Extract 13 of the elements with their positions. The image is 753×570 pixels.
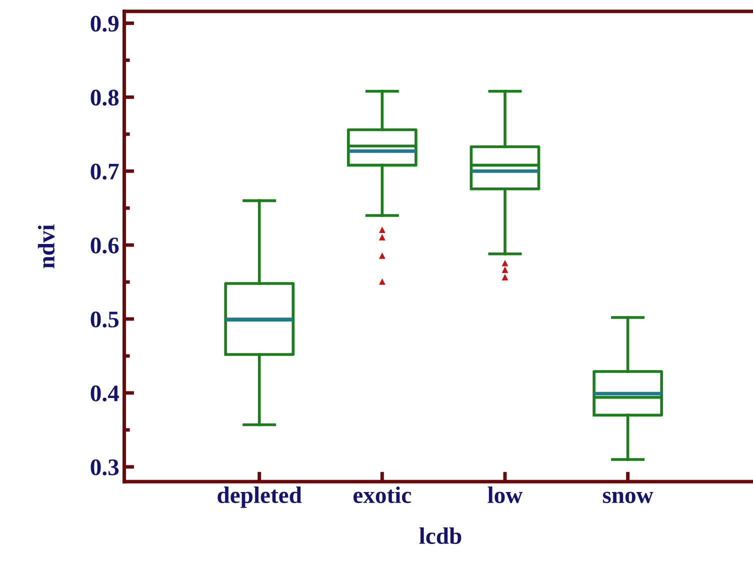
y-tick-label: 0.5: [90, 311, 119, 328]
y-tick-label: 0.8: [90, 90, 119, 106]
y-tick-label: 0.4: [90, 385, 119, 402]
y-tick-label: 0.7: [90, 164, 119, 180]
x-axis-title: lcdb: [419, 527, 462, 544]
x-tick-label: depleted: [218, 486, 302, 508]
x-tick-label: exotic: [353, 486, 412, 504]
x-tick-label: low: [488, 486, 523, 504]
x-tick-label: snow: [602, 492, 654, 504]
y-tick-label: 0.9: [90, 16, 119, 32]
y-tick-label: 0.3: [90, 459, 119, 476]
y-tick-label: 0.6: [90, 238, 119, 254]
y-axis-title: ndvi: [38, 224, 55, 268]
